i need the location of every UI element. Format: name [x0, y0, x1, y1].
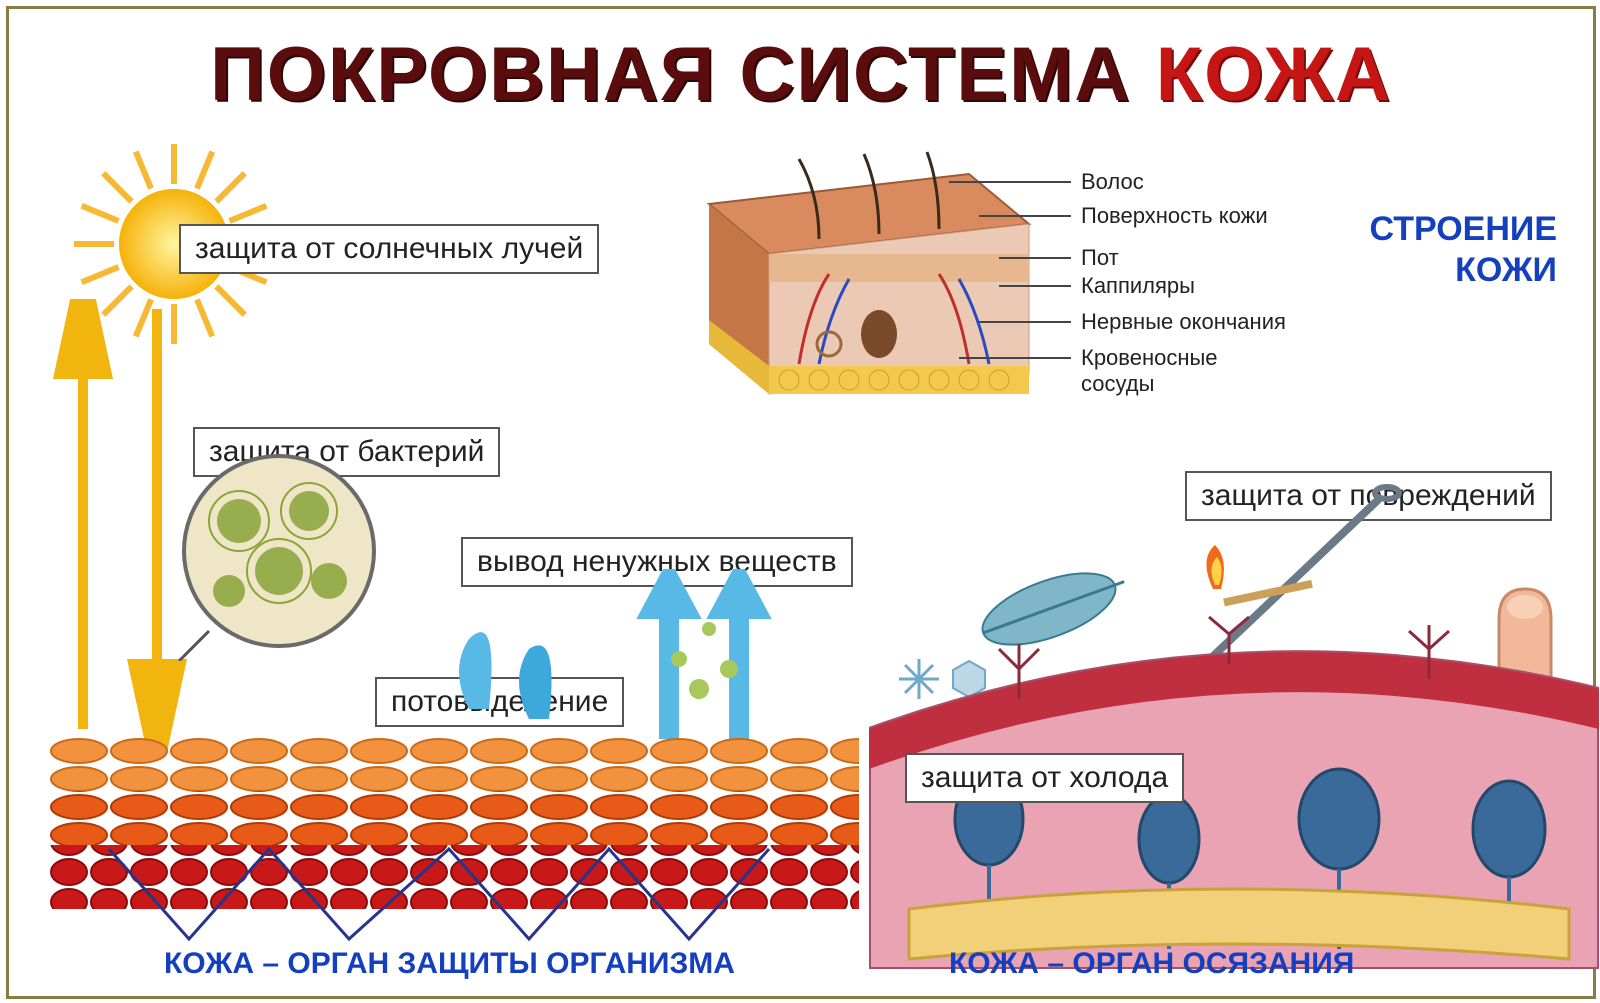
anat-label-surface: Поверхность кожи — [1081, 203, 1268, 229]
structure-heading-l2: КОЖИ — [1455, 251, 1557, 289]
label-cold-protection: защита от холода — [905, 753, 1184, 803]
structure-heading-l1: СТРОЕНИЕ — [1370, 210, 1558, 248]
anat-label-sweat: Пот — [1081, 245, 1119, 271]
anat-label-nerves: Нервные окончания — [1081, 309, 1286, 335]
anat-label-vessels: Кровеносные сосуды — [1081, 345, 1281, 397]
caption-touch: КОЖА – ОРГАН ОСЯЗАНИЯ — [949, 947, 1354, 981]
structure-heading: СТРОЕНИЕ КОЖИ — [1370, 209, 1558, 291]
anat-label-capillaries: Каппиляры — [1081, 273, 1195, 299]
anat-label-hair: Волос — [1081, 169, 1144, 195]
